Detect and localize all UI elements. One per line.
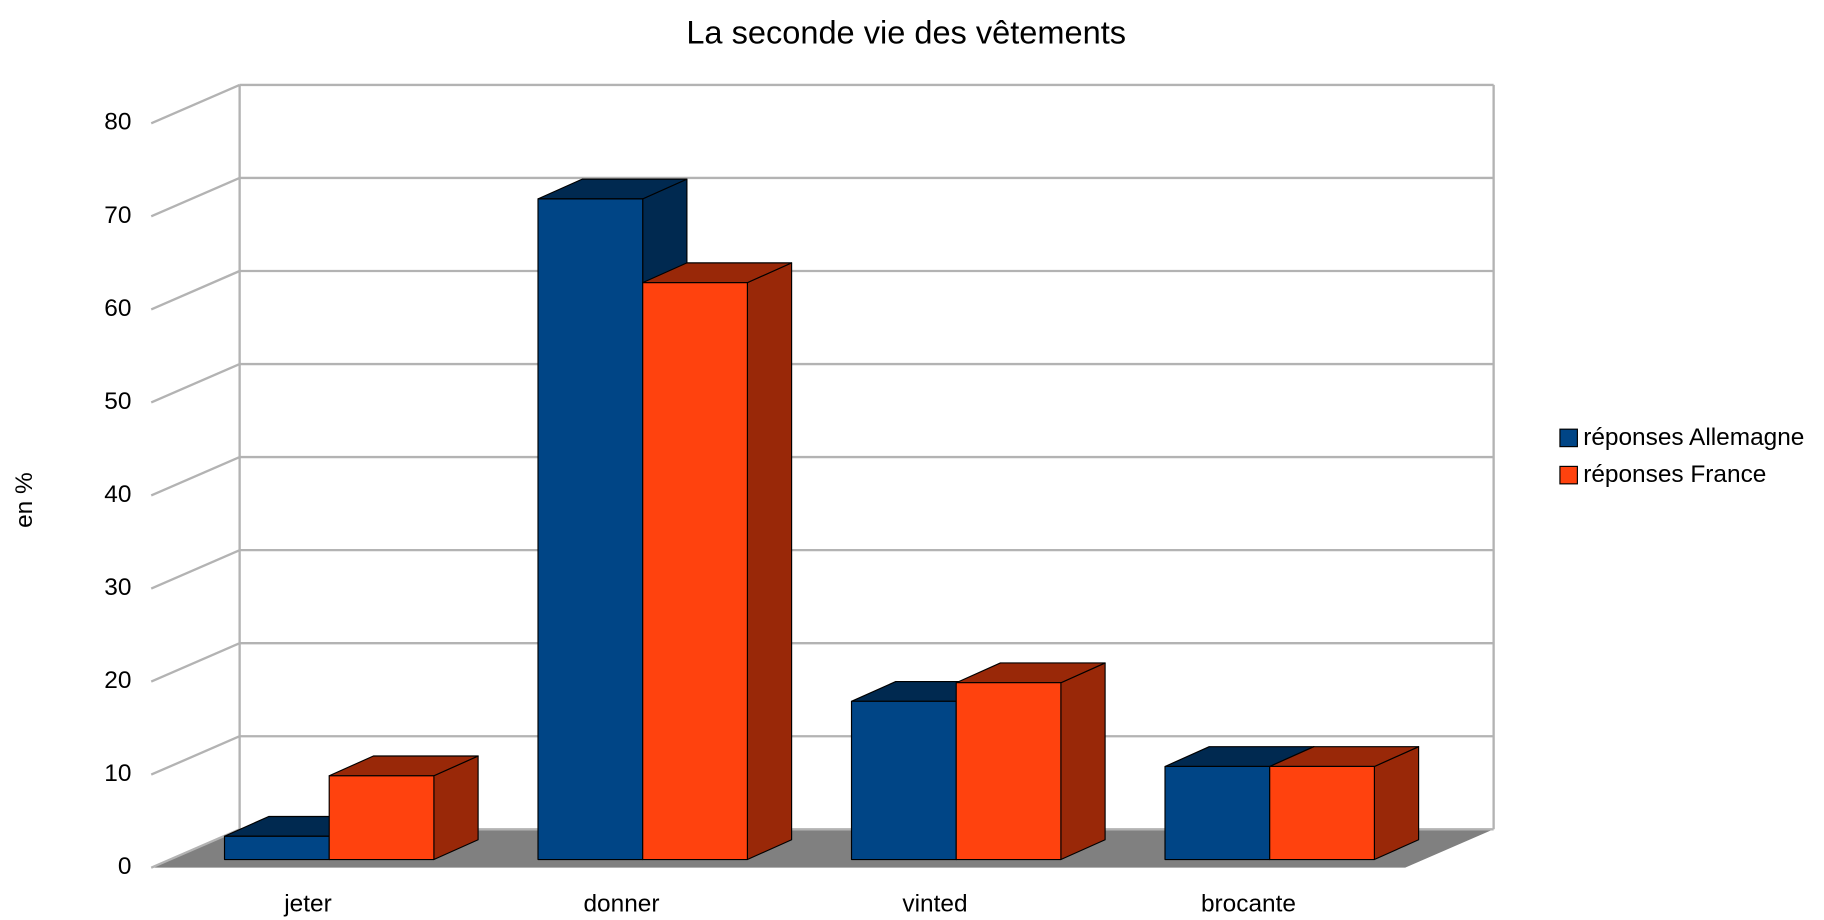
y-tick-label: 60	[104, 295, 131, 322]
floor	[151, 829, 1494, 868]
x-tick-label: jeter	[283, 890, 331, 917]
bar-side	[1060, 662, 1106, 861]
x-tick-label: donner	[583, 890, 659, 917]
bar	[955, 682, 1062, 861]
bar	[642, 282, 748, 861]
bar	[537, 198, 644, 861]
grid-line-side	[150, 269, 241, 311]
grid-line-side	[150, 83, 241, 125]
bar-side	[746, 262, 793, 861]
y-axis-label: en %	[11, 472, 38, 528]
chart-title: La seconde vie des vêtements	[686, 14, 1126, 50]
grid-line-side	[150, 176, 241, 218]
grid-line-side	[150, 549, 241, 590]
y-tick-label: 30	[104, 574, 131, 601]
legend-label: réponses France	[1583, 461, 1766, 488]
y-tick-label: 50	[104, 388, 131, 415]
grid-line-side	[150, 735, 241, 776]
bar	[850, 700, 957, 861]
x-tick-label: brocante	[1201, 890, 1296, 917]
legend-swatch	[1559, 465, 1578, 485]
bar	[328, 775, 435, 861]
legend-label: réponses Allemagne	[1583, 424, 1804, 451]
x-tick-label: vinted	[902, 890, 967, 917]
y-tick-label: 10	[104, 760, 131, 787]
y-tick-label: 0	[118, 853, 132, 880]
bar	[1269, 765, 1375, 861]
y-tick-label: 80	[104, 109, 131, 136]
y-tick-label: 70	[104, 202, 131, 229]
legend-swatch	[1559, 428, 1578, 448]
grid-line-side	[150, 362, 241, 404]
y-tick-label: 20	[104, 667, 131, 694]
grid-line-side	[150, 642, 241, 683]
grid-line-side	[150, 456, 241, 497]
y-tick-label: 40	[104, 481, 131, 508]
bar	[223, 835, 330, 861]
bar	[1164, 765, 1271, 861]
